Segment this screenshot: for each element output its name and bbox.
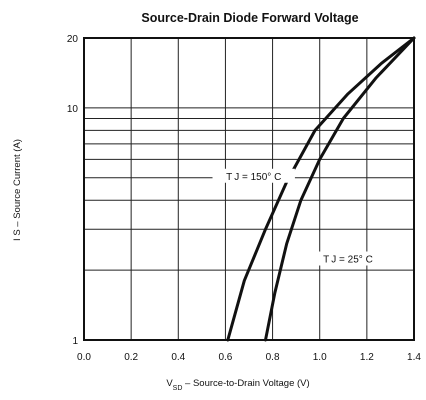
- x-axis-label-rest: – Source-to-Drain Voltage (V): [182, 378, 309, 389]
- series-line-tj-25c: [264, 36, 416, 342]
- x-axis-label-main: V: [166, 378, 173, 389]
- x-tick-label: 0.2: [124, 352, 138, 363]
- x-tick-label: 0.8: [266, 352, 280, 363]
- grid: [83, 37, 415, 341]
- x-tick-label: 1.0: [313, 352, 327, 363]
- chart-title: Source-Drain Diode Forward Voltage: [141, 11, 358, 25]
- x-axis-label: VSD – Source-to-Drain Voltage (V): [166, 378, 309, 392]
- y-tick-label: 10: [67, 104, 79, 115]
- series-label-tj-25c: T J = 25° C: [323, 255, 373, 266]
- annotation-background: [212, 168, 295, 183]
- plot-frame: [83, 37, 415, 341]
- x-tick-label: 0.6: [218, 352, 232, 363]
- y-axis-label: I S – Source Current (A): [12, 139, 23, 241]
- y-tick-label: 20: [67, 34, 79, 45]
- x-tick-label: 1.2: [360, 352, 374, 363]
- x-tick-label: 1.4: [407, 352, 421, 363]
- series-line-tj-150c: [226, 36, 416, 342]
- y-tick-label: 1: [72, 336, 78, 347]
- annotation-layer: T J = 150° C T J = 25° C: [212, 168, 387, 266]
- tick-labels: 0.0 0.2 0.4 0.6 0.8 1.0 1.2 1.4 1 10 20: [67, 34, 422, 363]
- x-tick-label: 0.4: [171, 352, 185, 363]
- annotation-background: [309, 251, 387, 266]
- x-axis-label-sub: SD: [173, 385, 183, 392]
- x-tick-label: 0.0: [77, 352, 91, 363]
- series-label-tj-150c: T J = 150° C: [226, 172, 281, 183]
- series-layer: [226, 36, 416, 342]
